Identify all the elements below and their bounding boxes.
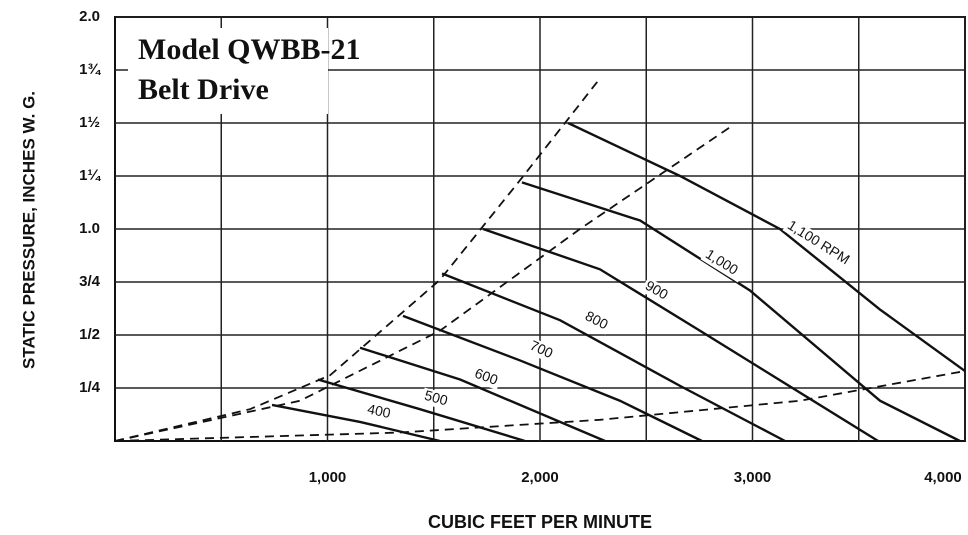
x-tick-label: 3,000 [734,469,772,486]
x-tick-label: 1,000 [309,469,347,486]
y-axis-label: STATIC PRESSURE, INCHES W. G. [19,91,38,369]
y-tick-label: 1/2 [79,326,100,343]
fan-curve [359,346,606,443]
curve-label: 400 [366,401,392,422]
fan-curve [271,403,441,443]
fan-curve [521,181,961,443]
fan-curve [402,314,703,443]
system-curve [114,370,966,442]
curve-label-bg [525,337,558,364]
fan-curve [441,272,786,443]
y-tick-label: 1/4 [79,379,101,396]
fan-curve [567,121,966,373]
curve-label-bg [363,401,395,423]
system-curve [114,126,731,442]
y-tick-label: 2.0 [79,8,100,25]
y-tick-label: 1.0 [79,220,100,237]
fan-curve [482,227,879,443]
curve-label-bg [470,365,503,390]
curve-label: 600 [473,365,501,388]
curve-label-bg [640,277,673,305]
fan-curve [317,378,526,443]
x-axis-label: CUBIC FEET PER MINUTE [428,512,652,532]
system-curve [114,77,601,442]
x-tick-label: 4,000 [924,469,962,486]
y-tick-label: 3/4 [79,273,101,290]
x-tick-label: 2,000 [521,469,559,486]
curve-label-bg [700,245,747,283]
chart-subtitle: Belt Drive [138,73,269,106]
curve-label-bg [420,387,452,411]
curve-label: 500 [423,387,450,409]
chart-title: Model QWBB-21 [138,33,361,66]
title-box [128,28,328,114]
curve-label-bg [782,216,856,271]
y-tick-label: 1½ [79,114,100,131]
curve-label-bg [580,307,613,335]
y-tick-label: 1¼ [79,167,101,184]
y-tick-label: 1¾ [79,61,101,78]
